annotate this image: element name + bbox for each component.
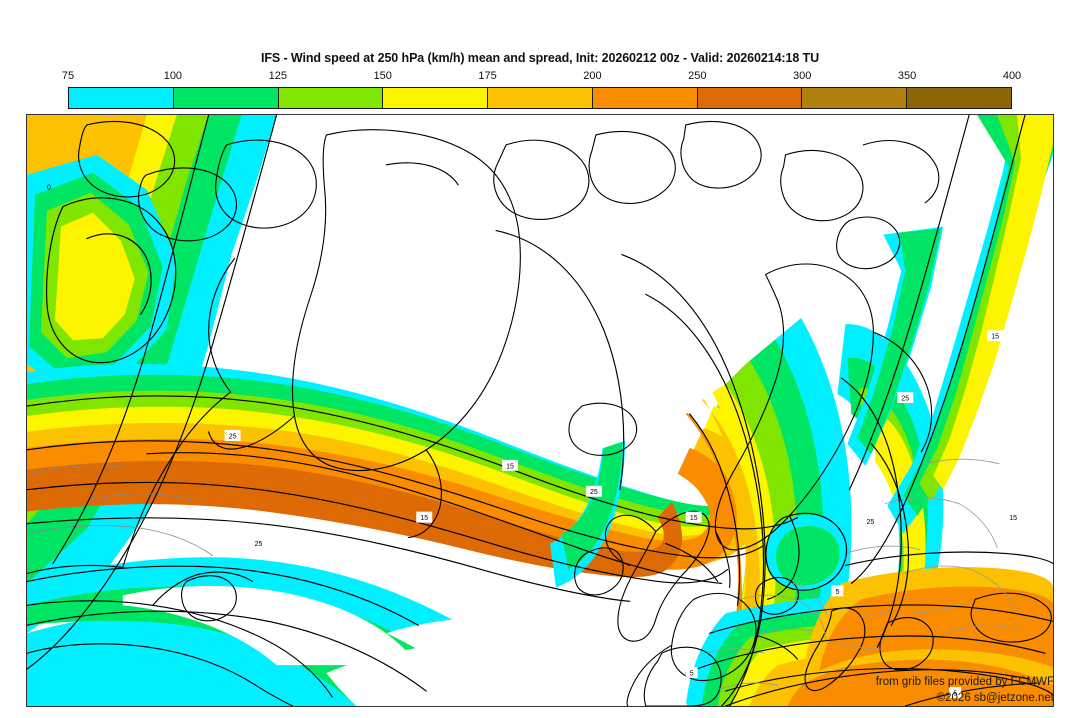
map-panel[interactable]: 25 15 15 25 25 15 [26,114,1054,707]
colorbar-tick-75: 75 [61,70,75,82]
colorbar-band-100-125 [173,88,279,108]
colorbar-tick-150: 150 [373,70,392,82]
contour-label-5: 5 [690,671,694,678]
colorbar-band-200-250 [592,88,698,108]
colorbar-gradient [68,87,1012,109]
colorbar-band-300-350 [802,88,908,108]
colorbar-tick-250: 250 [688,70,707,82]
contour-label-25: 25 [229,433,237,440]
colorbar-tick-200: 200 [583,70,602,82]
weather-map[interactable]: 25 15 15 25 25 15 [27,115,1053,706]
contour-label-25: 25 [901,396,909,403]
colorbar-band-350-400 [907,88,1012,108]
colorbar: 75100125150175200250300350400450 [62,70,1021,112]
contour-label-15: 15 [420,515,428,522]
contour-label-25: 25 [255,541,263,548]
contour-label-25: 25 [590,489,598,496]
colorbar-tick-300: 300 [793,70,812,82]
contour-label-15: 15 [991,334,999,341]
contour-label-15: 15 [1009,515,1017,522]
colorbar-tick-100: 100 [163,70,183,82]
colorbar-tick-175: 175 [478,70,497,82]
page-title: IFS - Wind speed at 250 hPa (km/h) mean … [260,51,820,65]
contour-labels: 25 15 15 25 25 15 [47,184,1022,699]
colorbar-tick-400: 400 [1002,70,1022,82]
colorbar-band-75-100 [69,88,174,108]
colorbar-band-150-175 [383,88,489,108]
contour-label-25: 25 [866,519,874,526]
spread-contours [27,115,1053,706]
colorbar-tick-labels: 75100125150175200250300350400450 [62,70,1021,87]
colorbar-band-250-300 [697,88,803,108]
colorbar-tick-350: 350 [897,70,917,82]
colorbar-tick-125: 125 [268,70,287,82]
colorbar-band-125-150 [278,88,384,108]
colorbar-band-175-200 [488,88,593,108]
contour-label-15: 15 [690,515,698,522]
contour-label-5: 5 [953,691,957,698]
contour-label-zero: 0 [47,184,51,191]
contour-label-15: 15 [506,463,514,470]
contour-label-5: 5 [835,589,839,596]
